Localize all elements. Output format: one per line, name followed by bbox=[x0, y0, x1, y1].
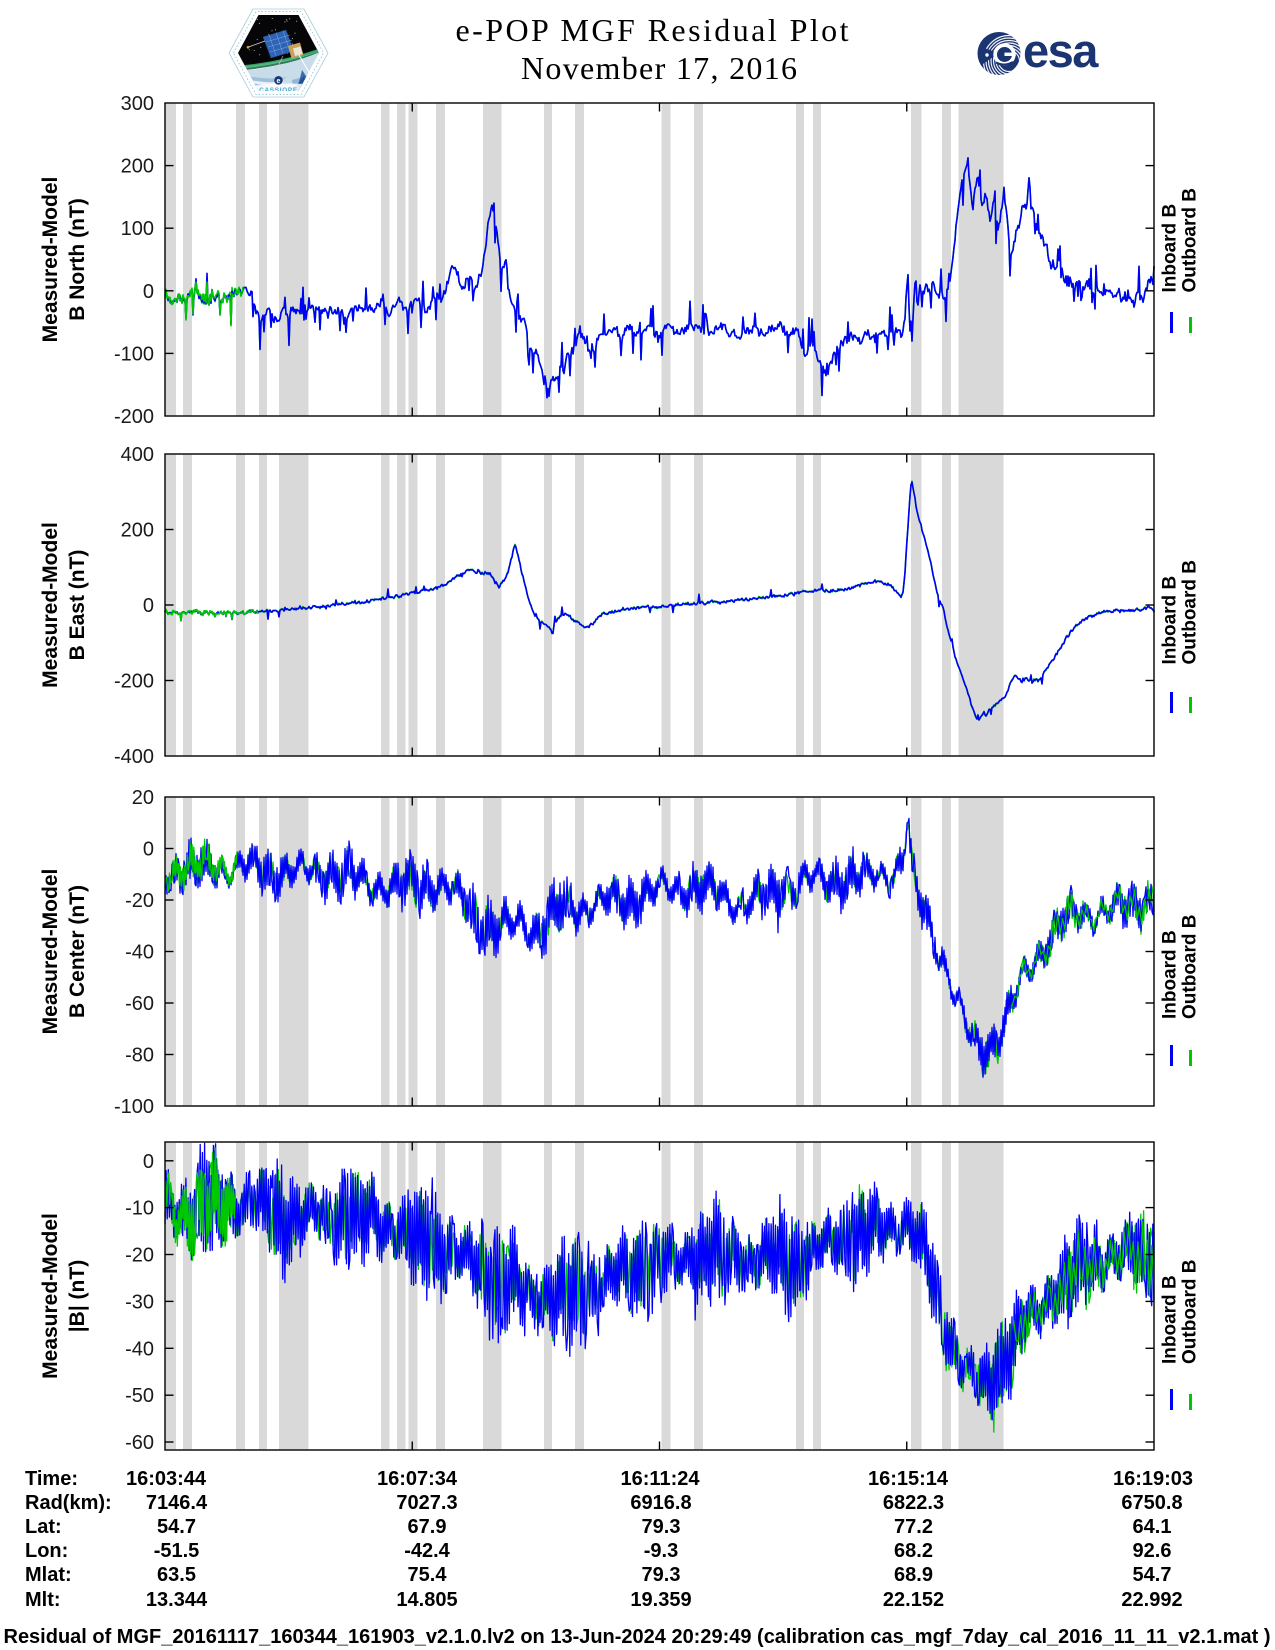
svg-text:-80: -80 bbox=[125, 1045, 154, 1067]
svg-text:0: 0 bbox=[143, 595, 154, 617]
svg-text:100: 100 bbox=[121, 218, 154, 240]
svg-text:16:11:24: 16:11:24 bbox=[621, 1468, 701, 1490]
svg-text:-60: -60 bbox=[125, 1432, 154, 1454]
svg-text:B Center (nT): B Center (nT) bbox=[66, 885, 89, 1018]
svg-text:esa: esa bbox=[1023, 24, 1099, 77]
svg-text:300: 300 bbox=[121, 93, 154, 115]
svg-text:7027.3: 7027.3 bbox=[396, 1492, 457, 1514]
svg-text:-200: -200 bbox=[114, 406, 154, 428]
svg-text:Inboard B: Inboard B bbox=[1160, 930, 1181, 1019]
svg-text:Inboard B: Inboard B bbox=[1160, 576, 1181, 665]
svg-text:79.3: 79.3 bbox=[642, 1516, 681, 1538]
svg-text:0: 0 bbox=[143, 1151, 154, 1173]
svg-text:16:19:03: 16:19:03 bbox=[1113, 1468, 1193, 1490]
svg-text:14.805: 14.805 bbox=[396, 1589, 457, 1611]
svg-text:e: e bbox=[277, 78, 281, 85]
svg-text:-20: -20 bbox=[125, 1245, 154, 1267]
svg-text:64.1: 64.1 bbox=[1133, 1516, 1172, 1538]
svg-text:Mlt:: Mlt: bbox=[25, 1589, 61, 1611]
svg-text:22.152: 22.152 bbox=[883, 1589, 944, 1611]
svg-text:-100: -100 bbox=[114, 343, 154, 365]
svg-text:200: 200 bbox=[121, 156, 154, 178]
svg-text:79.3: 79.3 bbox=[642, 1564, 681, 1586]
svg-text:-50: -50 bbox=[125, 1385, 154, 1407]
svg-text:|B| (nT): |B| (nT) bbox=[66, 1260, 89, 1332]
svg-text:Outboard B: Outboard B bbox=[1180, 560, 1201, 665]
svg-text:Outboard B: Outboard B bbox=[1180, 188, 1201, 293]
svg-text:-30: -30 bbox=[125, 1291, 154, 1313]
svg-text:CASSIOPE: CASSIOPE bbox=[259, 87, 298, 94]
svg-text:54.7: 54.7 bbox=[157, 1516, 196, 1538]
svg-text:77.2: 77.2 bbox=[894, 1516, 933, 1538]
svg-text:Lon:: Lon: bbox=[25, 1540, 68, 1562]
svg-text:-40: -40 bbox=[125, 942, 154, 964]
svg-text:75.4: 75.4 bbox=[408, 1564, 448, 1586]
svg-text:Residual of MGF_20161117_16034: Residual of MGF_20161117_160344_161903_v… bbox=[4, 1626, 1271, 1648]
svg-text:6750.8: 6750.8 bbox=[1121, 1492, 1182, 1514]
svg-text:B North (nT): B North (nT) bbox=[66, 198, 89, 320]
svg-text:67.9: 67.9 bbox=[408, 1516, 447, 1538]
svg-text:-100: -100 bbox=[114, 1096, 154, 1118]
svg-text:54.7: 54.7 bbox=[1133, 1564, 1172, 1586]
svg-text:68.9: 68.9 bbox=[894, 1564, 933, 1586]
svg-text:B East (nT): B East (nT) bbox=[66, 550, 89, 661]
svg-text:200: 200 bbox=[121, 520, 154, 542]
svg-text:Inboard B: Inboard B bbox=[1160, 1275, 1181, 1364]
svg-text:-51.5: -51.5 bbox=[154, 1540, 200, 1562]
svg-text:Measured-Model: Measured-Model bbox=[39, 869, 62, 1035]
svg-text:Measured-Model: Measured-Model bbox=[39, 522, 62, 688]
svg-text:92.6: 92.6 bbox=[1133, 1540, 1172, 1562]
svg-text:13.344: 13.344 bbox=[146, 1589, 208, 1611]
svg-text:Measured-Model: Measured-Model bbox=[39, 1213, 62, 1379]
svg-text:63.5: 63.5 bbox=[157, 1564, 196, 1586]
svg-text:-400: -400 bbox=[114, 746, 154, 768]
svg-text:-40: -40 bbox=[125, 1338, 154, 1360]
svg-text:0: 0 bbox=[143, 281, 154, 303]
svg-text:16:07:34: 16:07:34 bbox=[377, 1468, 458, 1490]
svg-text:-10: -10 bbox=[125, 1198, 154, 1220]
svg-text:November 17, 2016: November 17, 2016 bbox=[521, 50, 797, 86]
svg-text:Measured-Model: Measured-Model bbox=[39, 177, 62, 343]
svg-text:19.359: 19.359 bbox=[630, 1589, 691, 1611]
svg-text:Outboard B: Outboard B bbox=[1180, 1260, 1201, 1365]
svg-text:-42.4: -42.4 bbox=[404, 1540, 450, 1562]
svg-text:6822.3: 6822.3 bbox=[883, 1492, 944, 1514]
svg-text:22.992: 22.992 bbox=[1121, 1589, 1182, 1611]
svg-text:7146.4: 7146.4 bbox=[146, 1492, 208, 1514]
svg-text:Mlat:: Mlat: bbox=[25, 1564, 72, 1586]
svg-text:Rad(km):: Rad(km): bbox=[25, 1492, 112, 1514]
svg-text:-9.3: -9.3 bbox=[644, 1540, 678, 1562]
svg-text:Inboard B: Inboard B bbox=[1160, 204, 1181, 293]
svg-text:16:03:44: 16:03:44 bbox=[126, 1468, 207, 1490]
svg-text:0: 0 bbox=[143, 839, 154, 861]
svg-text:e-POP MGF Residual Plot: e-POP MGF Residual Plot bbox=[456, 12, 849, 48]
svg-text:-60: -60 bbox=[125, 993, 154, 1015]
svg-text:-200: -200 bbox=[114, 671, 154, 693]
svg-text:20: 20 bbox=[132, 787, 154, 809]
svg-text:68.2: 68.2 bbox=[894, 1540, 933, 1562]
svg-text:Outboard B: Outboard B bbox=[1180, 915, 1201, 1020]
svg-text:Time:: Time: bbox=[25, 1468, 78, 1490]
svg-text:-20: -20 bbox=[125, 890, 154, 912]
svg-text:16:15:14: 16:15:14 bbox=[868, 1468, 949, 1490]
svg-text:Lat:: Lat: bbox=[25, 1516, 62, 1538]
svg-text:6916.8: 6916.8 bbox=[630, 1492, 691, 1514]
svg-text:400: 400 bbox=[121, 444, 154, 466]
